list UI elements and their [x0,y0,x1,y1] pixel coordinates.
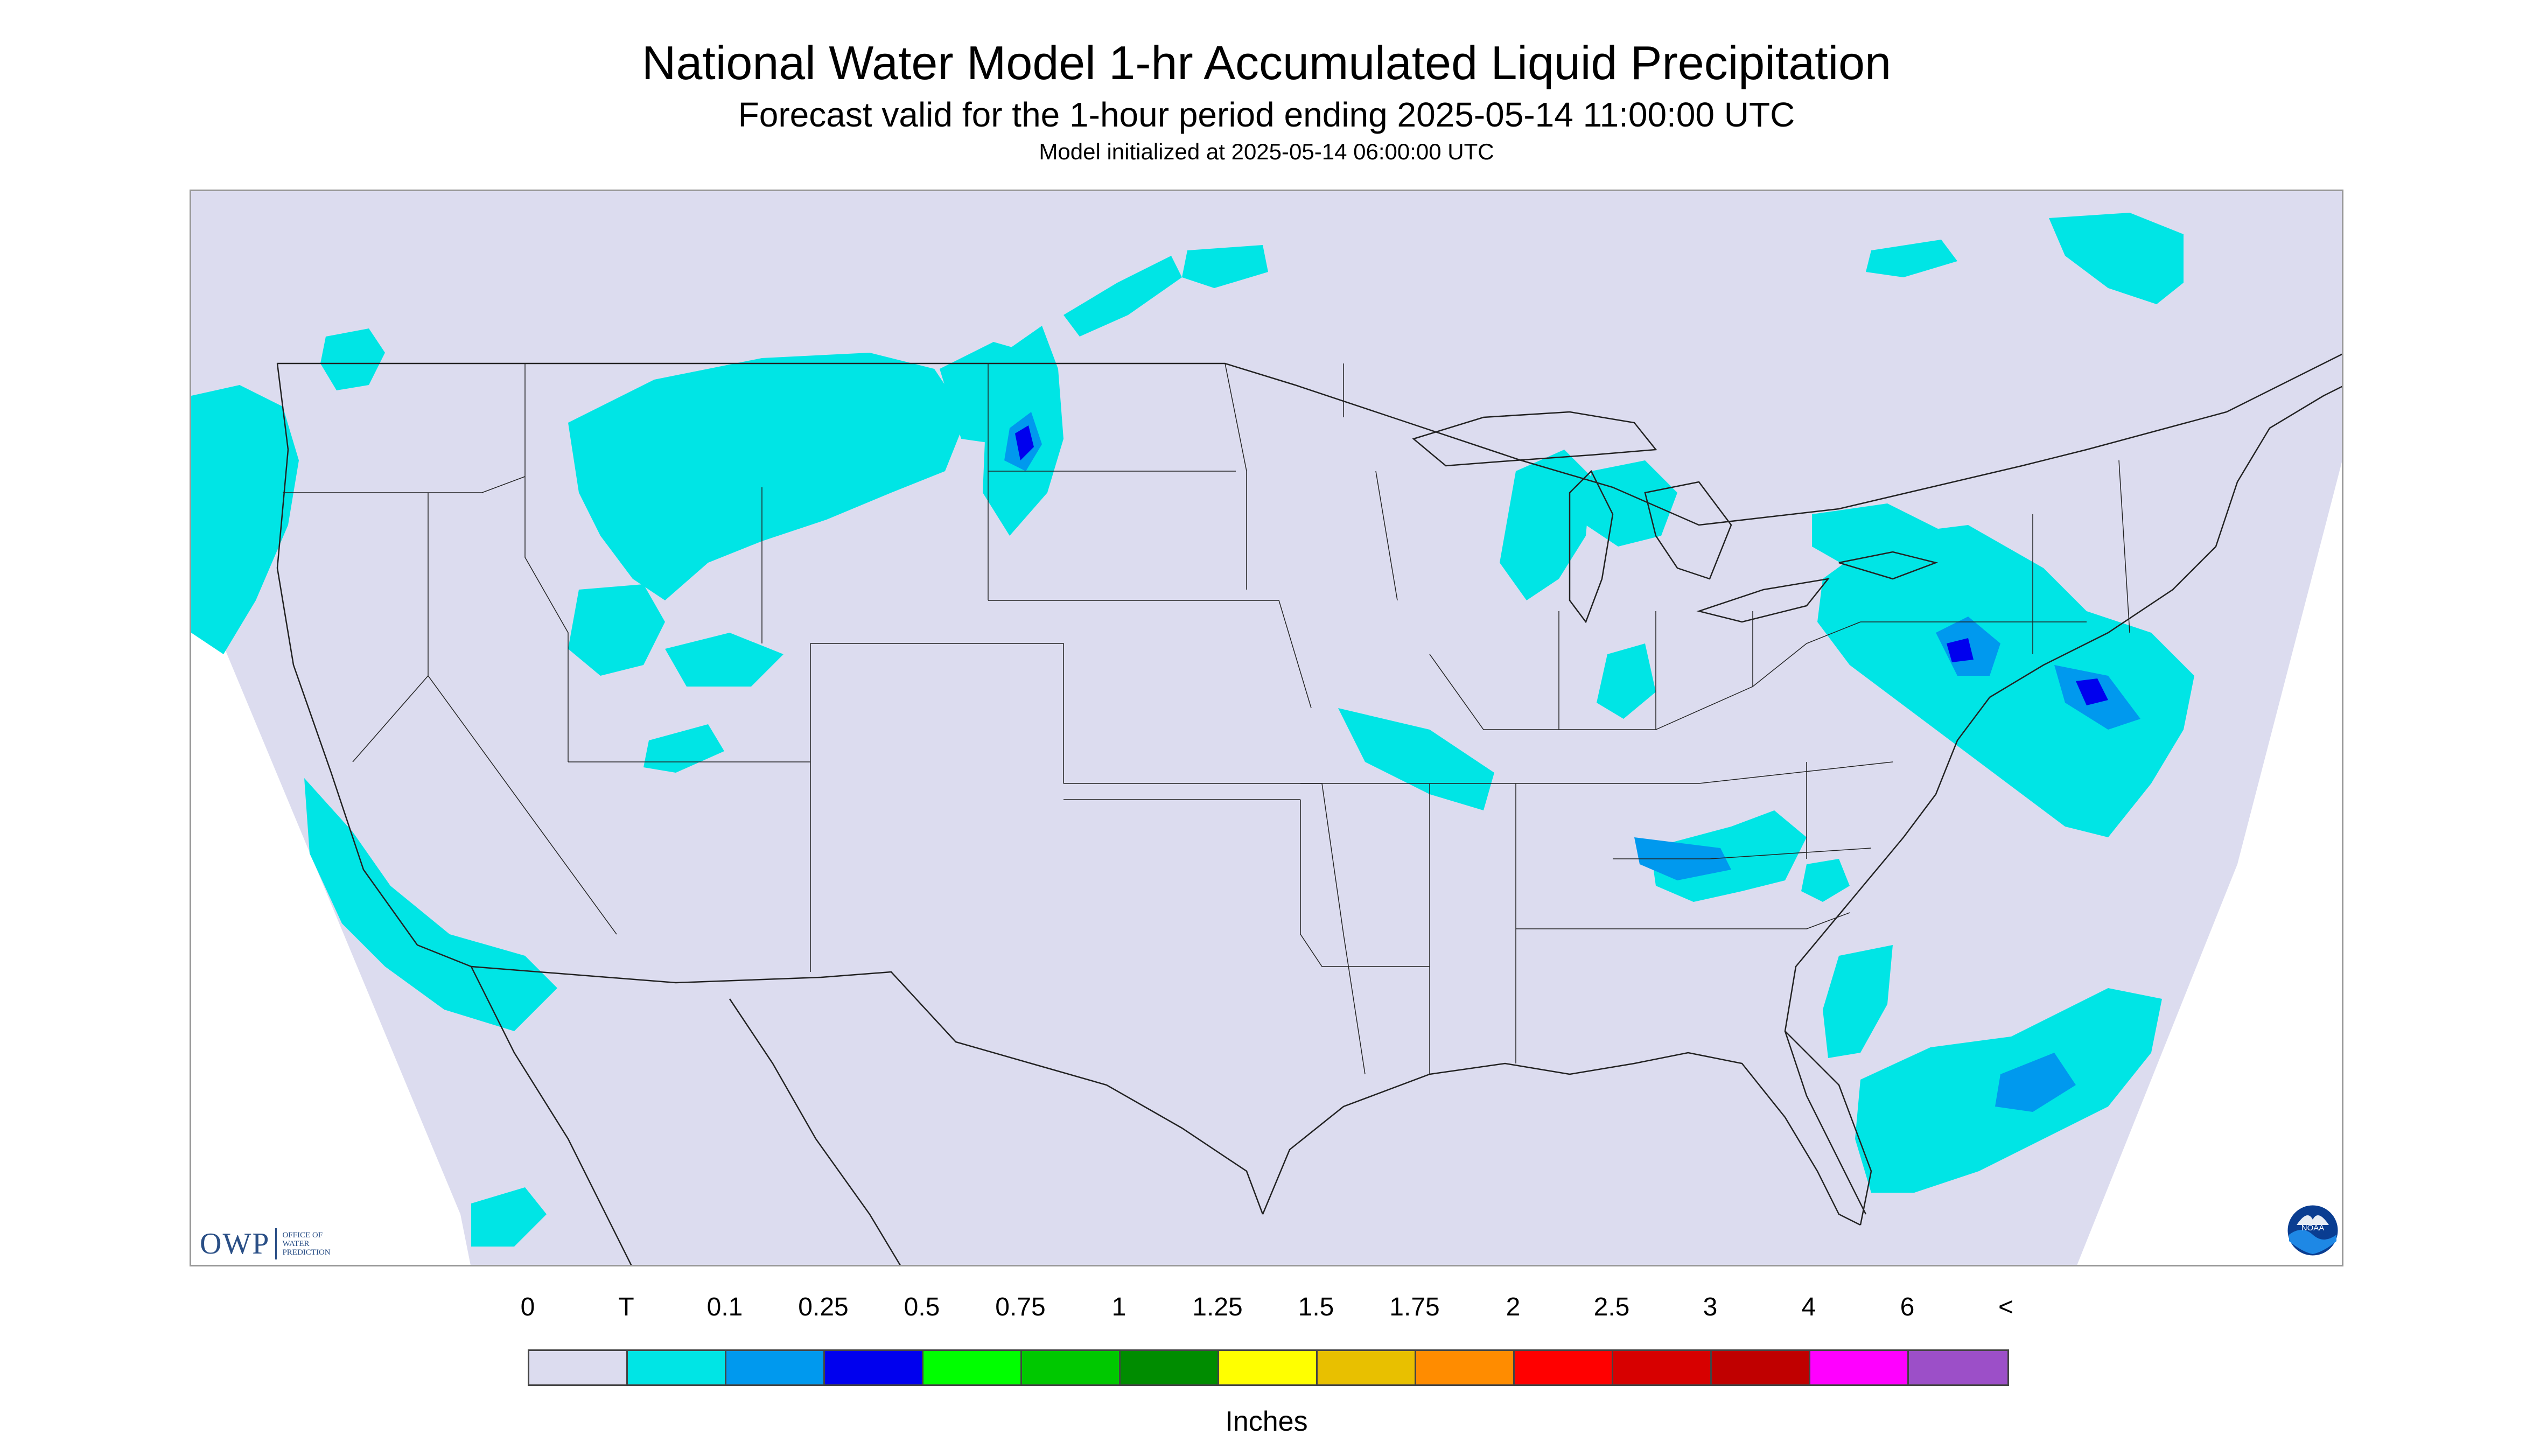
legend-swatch [628,1351,726,1384]
precip-area-kentucky [1597,643,1656,719]
model-init-line: Model initialized at 2025-05-14 06:00:00… [1039,139,1494,164]
legend-tick-label: 1 [1111,1293,1126,1321]
legend-swatch [726,1351,825,1384]
legend-swatch [1613,1351,1712,1384]
precip-area-atlantic-offshore-1 [1823,945,1893,1058]
atlantic-coast [1784,386,2342,1226]
precip-area-idaho-south [568,584,665,676]
precip-area-nevada-sw [643,724,724,773]
legend-units-label: Inches [1225,1406,1308,1437]
precip-area-carolinas [1650,810,1807,902]
lake-erie [1696,578,1830,623]
florida-peninsula [1784,1031,1867,1215]
state-borders [283,363,2130,1075]
precip-moderate-delmarva [1947,638,1974,662]
precip-moderate-areas [1015,425,2108,705]
legend-swatch [529,1351,628,1384]
legend-swatch [1022,1351,1121,1384]
us-mexico-border [471,965,1264,1215]
legend-tick-label: 0.5 [904,1293,940,1321]
precip-area-pacific-nw [191,385,299,654]
legend-swatch [1121,1351,1219,1384]
us-canada-border [277,353,2342,526]
owp-logo-divider [275,1228,277,1259]
precip-moderate-sd [1015,425,1034,460]
gulf-coast [1262,1052,1861,1226]
lake-huron [1644,481,1732,580]
owp-logo-subtext: OFFICE OF WATER PREDICTION [282,1231,331,1257]
noaa-logo: NOAA [2286,1203,2340,1257]
legend-swatch [1416,1351,1515,1384]
legend-tick-label: 4 [1801,1293,1816,1321]
legend-color-bar [528,1349,2009,1386]
legend-tick-label: 2.5 [1593,1293,1630,1321]
precip-area-quebec [1866,240,1957,277]
baja-california [470,966,632,1265]
legend-tick-label: 0.25 [798,1293,849,1321]
map-canvas [191,191,2342,1265]
legend-tick-label: < [1998,1293,2014,1321]
precip-moderate-nj [2076,678,2108,705]
mexico-mainland-coast [729,998,901,1265]
precip-area-wa-cascades [320,328,385,390]
precip-area-idaho-montana [568,353,967,600]
precip-area-mississippi-valley [1338,708,1494,810]
precip-area-pacific-south [471,1187,547,1247]
legend-tick-label: 1.5 [1298,1293,1334,1321]
legend-swatch [923,1351,1022,1384]
legend-tick-label: 1.25 [1192,1293,1243,1321]
precip-area-great-lakes-west [1500,450,1591,600]
legend-swatch [1712,1351,1810,1384]
us-west-coast [276,363,472,968]
legend-tick-label: 0.1 [706,1293,743,1321]
lake-ontario [1838,551,1939,580]
precip-light-offshore [1995,1053,2076,1112]
map-subtitle: Forecast valid for the 1-hour period end… [738,95,1795,134]
legend-swatch [825,1351,923,1384]
coastline-and-borders [276,353,2342,1265]
noaa-logo-text: NOAA [2301,1223,2325,1233]
lake-superior [1412,411,1657,467]
map-title: National Water Model 1-hr Accumulated Li… [641,36,1892,89]
lake-michigan [1569,470,1614,624]
precipitation-map: OWP OFFICE OF WATER PREDICTION NOAA [190,190,2343,1266]
precip-area-michigan [1586,460,1677,547]
legend-swatch [1318,1351,1416,1384]
precip-area-canada-north [1182,245,1268,288]
legend-tick-label: 3 [1703,1293,1718,1321]
precip-area-canada-northeast [2049,213,2184,304]
precip-area-ontario [1812,503,1941,568]
legend-swatch [1810,1351,1909,1384]
legend-tick-label: 2 [1506,1293,1521,1321]
legend-swatch [1909,1351,2007,1384]
legend-tick-label: 0 [520,1293,535,1321]
legend-tick-label: T [618,1293,634,1321]
legend-swatch [1515,1351,1613,1384]
precip-area-nd-streak [1063,256,1182,337]
precip-area-gulf-coast [1801,859,1850,902]
owp-logo-letters: OWP [200,1227,270,1261]
owp-logo: OWP OFFICE OF WATER PREDICTION [200,1225,331,1263]
legend-swatch [1219,1351,1318,1384]
legend-tick-label: 0.75 [995,1293,1046,1321]
legend-tick-label: 6 [1900,1293,1915,1321]
precip-area-mid-atlantic [1817,525,2194,837]
precip-area-utah [665,633,783,687]
precip-legend: 0 T 0.1 0.25 0.5 0.75 1 1.25 1.5 1.75 2 2.5 3 4 6 < Inc… [0,1292,2533,1454]
precip-trace-areas [191,213,2194,1247]
legend-tick-label: 1.75 [1389,1293,1440,1321]
